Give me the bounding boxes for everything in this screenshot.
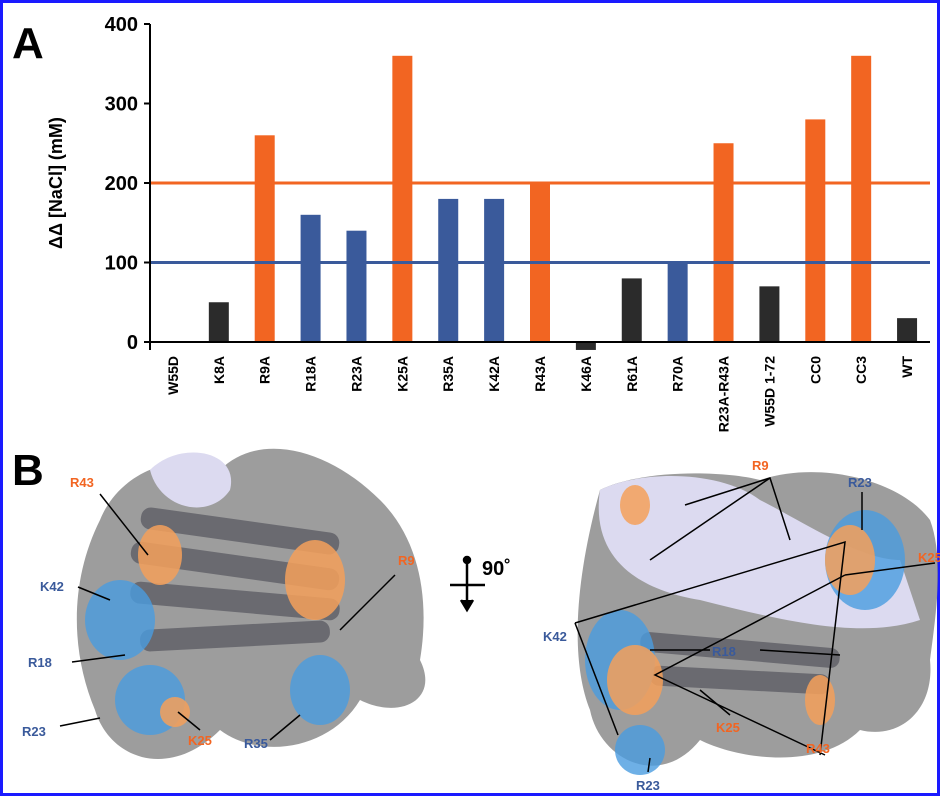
- x-tick-label: R18A: [303, 356, 319, 392]
- x-tick-label: R70A: [670, 356, 686, 392]
- bar: [301, 215, 321, 342]
- x-tick-label: W55D 1-72: [761, 356, 777, 427]
- x-tick-label: R23A-R43A: [716, 356, 732, 432]
- residue-label: R35: [244, 736, 268, 751]
- bar: [805, 119, 825, 342]
- bar: [209, 302, 229, 342]
- residue-label: K25: [716, 720, 740, 735]
- y-axis-label: ΔΔ [NaCl] (mM): [46, 117, 66, 249]
- panel-label: A: [12, 19, 44, 68]
- residue-label: R23: [636, 778, 660, 793]
- x-tick-label: R35A: [440, 356, 456, 392]
- residue-label: K42: [543, 629, 567, 644]
- x-tick-label: R61A: [624, 356, 640, 392]
- x-tick-label: WT: [899, 356, 915, 378]
- residue-label: K25: [918, 550, 940, 565]
- residue-label: R18: [712, 644, 736, 659]
- residue-label: R43: [70, 475, 94, 490]
- bar: [668, 263, 688, 343]
- bar: [484, 199, 504, 342]
- figure: A B ΔΔ [NaCl] (mM) 0 100 200 300 400 W55D K8A R…: [0, 0, 940, 796]
- residue-label: R23: [22, 724, 46, 739]
- y-tick-label: 200: [105, 173, 138, 195]
- y-tick-label: 400: [105, 14, 138, 36]
- residue-label: R9: [398, 553, 415, 568]
- bar: [759, 286, 779, 342]
- x-tick-label: K46A: [578, 356, 594, 392]
- bar: [438, 199, 458, 342]
- x-tick-label: K8A: [211, 356, 227, 384]
- x-tick-label: K25A: [394, 356, 410, 392]
- bar: [346, 231, 366, 342]
- bar: [392, 56, 412, 342]
- x-tick-label: K42A: [486, 356, 502, 392]
- rotation-label: 90˚: [482, 557, 511, 580]
- residue-label: R9: [752, 458, 769, 473]
- y-tick-label: 300: [105, 94, 138, 116]
- residue-label: R23: [848, 475, 872, 490]
- x-tick-label: R9A: [257, 356, 273, 384]
- bar: [255, 135, 275, 342]
- x-tick-label: CC0: [807, 356, 823, 384]
- bar: [897, 318, 917, 342]
- bar: [576, 342, 596, 350]
- x-tick-label: W55D: [165, 356, 181, 395]
- x-tick-label: CC3: [853, 356, 869, 384]
- y-tick-label: 0: [127, 332, 138, 354]
- residue-label: K25: [188, 733, 212, 748]
- x-tick-label: R23A: [348, 356, 364, 392]
- residue-label: R18: [28, 655, 52, 670]
- panel-label: B: [12, 446, 44, 495]
- bar: [851, 56, 871, 342]
- bar: [714, 143, 734, 342]
- residue-label: R43: [806, 741, 830, 756]
- residue-label: K42: [40, 579, 64, 594]
- bar: [622, 278, 642, 342]
- x-tick-label: R43A: [532, 356, 548, 392]
- y-tick-label: 100: [105, 253, 138, 275]
